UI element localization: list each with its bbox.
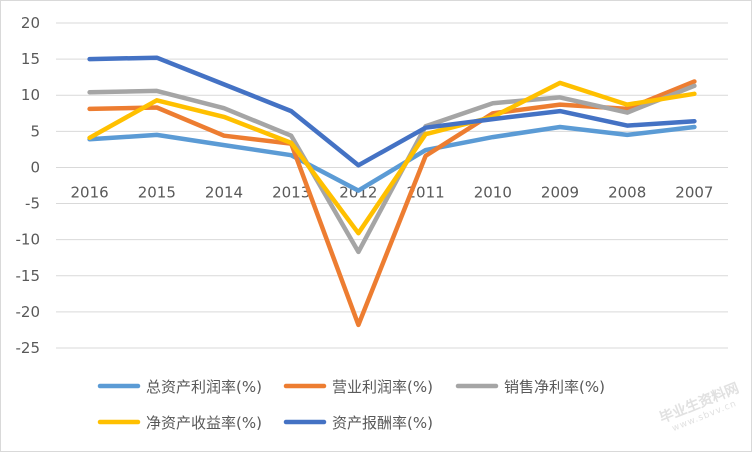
y-tick-label: 10 [21, 86, 40, 104]
x-tick-label: 2007 [675, 183, 713, 201]
x-tick-label: 2013 [272, 183, 310, 201]
y-tick-label: -20 [16, 303, 41, 321]
series-line [87, 83, 697, 255]
x-tick-label: 2016 [71, 183, 109, 201]
y-tick-label: -15 [16, 267, 41, 285]
y-tick-label: -10 [16, 231, 41, 249]
y-axis-ticks: -25 -20 -15 -10 -5 0 5 10 15 20 [16, 14, 41, 357]
series-line [87, 80, 697, 236]
y-tick-label: 5 [30, 122, 40, 140]
legend-label: 资产报酬率(%) [332, 414, 433, 432]
x-tick-label: 2014 [205, 183, 243, 201]
x-axis-ticks: 2016 2015 2014 2013 2012 2011 2010 2009 2008 2007 [71, 183, 714, 201]
legend: 总资产利润率(%) 营业利润率(%) 销售净利率(%) 净资产收益率(%) 资产报酬率(… [97, 378, 605, 432]
y-tick-label: 15 [21, 50, 40, 68]
series-line [87, 55, 697, 168]
y-tick-label: 20 [21, 14, 40, 32]
legend-label: 总资产利润率(%) [146, 378, 262, 396]
legend-label: 销售净利率(%) [504, 378, 605, 396]
legend-label: 营业利润率(%) [332, 378, 433, 396]
legend-label: 净资产收益率(%) [146, 414, 262, 432]
x-tick-label: 2011 [407, 183, 445, 201]
y-tick-label: -5 [25, 195, 40, 213]
y-tick-label: 0 [30, 158, 40, 176]
series-line [87, 124, 697, 193]
x-tick-label: 2015 [138, 183, 176, 201]
series-lines [87, 55, 697, 328]
x-tick-label: 2010 [474, 183, 512, 201]
x-tick-label: 2008 [608, 183, 646, 201]
x-tick-label: 2009 [541, 183, 579, 201]
y-tick-label: -25 [16, 339, 41, 357]
